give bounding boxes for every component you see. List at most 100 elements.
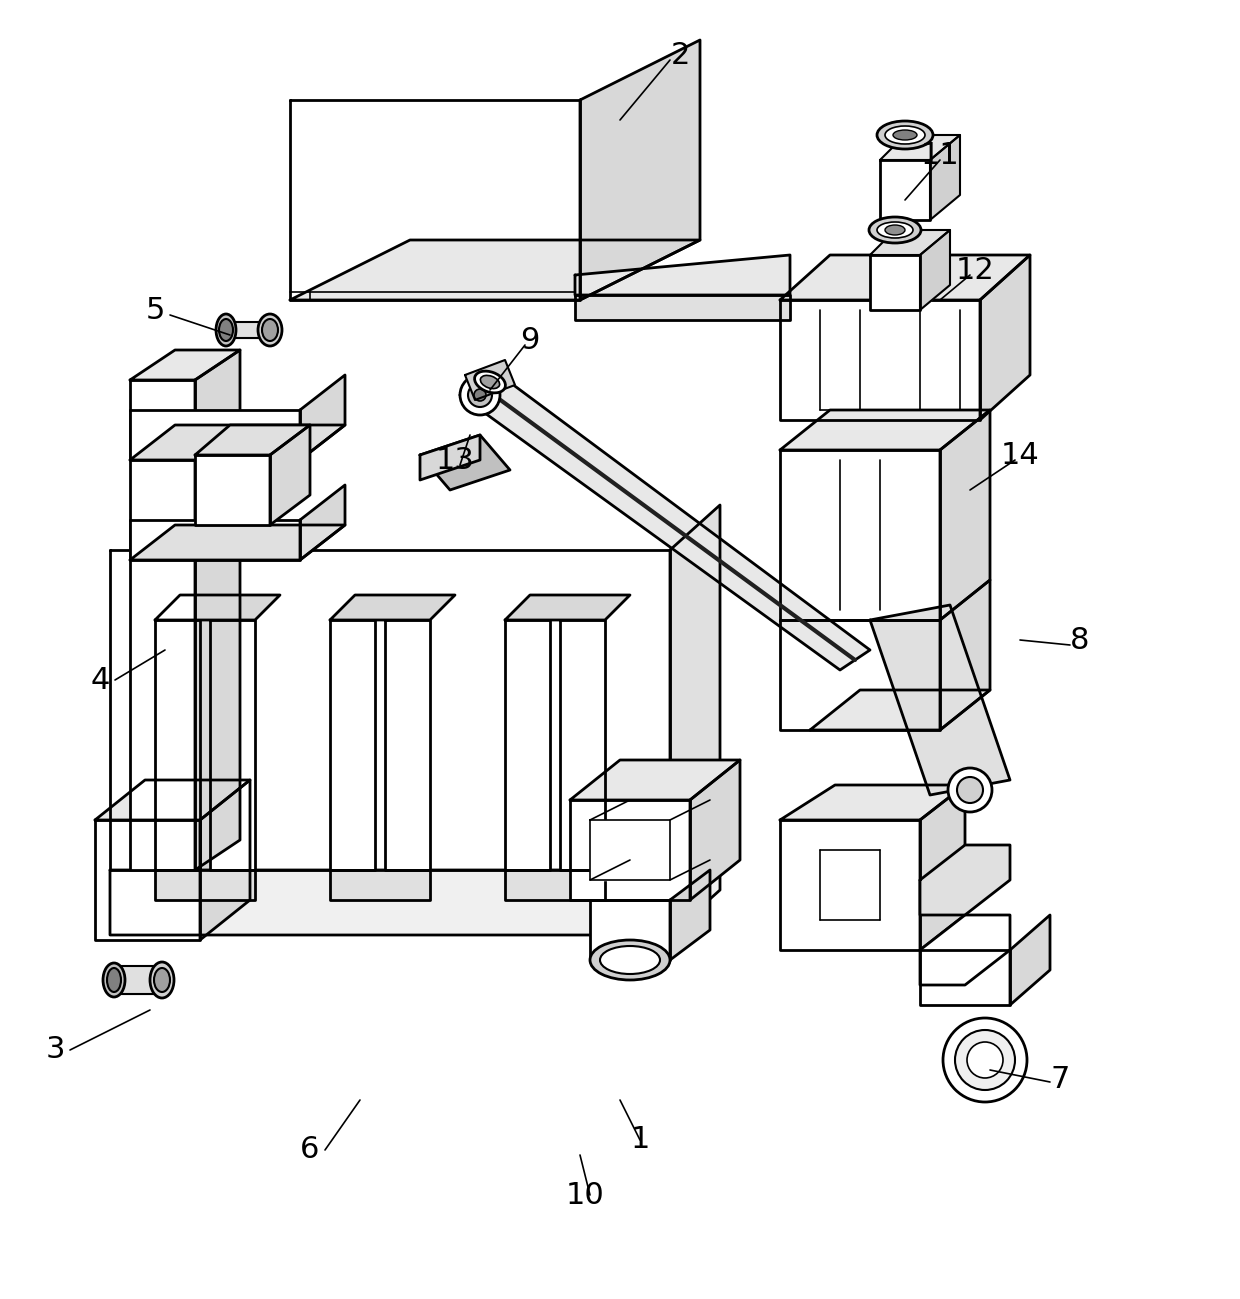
Ellipse shape (877, 121, 932, 149)
Polygon shape (930, 135, 960, 220)
Polygon shape (505, 620, 551, 870)
Polygon shape (920, 950, 1011, 1005)
Polygon shape (130, 410, 300, 460)
Ellipse shape (869, 217, 921, 243)
Polygon shape (870, 230, 950, 255)
Circle shape (467, 383, 492, 407)
Ellipse shape (877, 222, 913, 238)
Circle shape (949, 768, 992, 812)
Ellipse shape (480, 375, 500, 388)
Polygon shape (670, 870, 711, 960)
Ellipse shape (219, 320, 233, 342)
Polygon shape (300, 375, 345, 460)
Polygon shape (420, 435, 480, 481)
Ellipse shape (885, 126, 925, 144)
Polygon shape (940, 579, 990, 730)
Ellipse shape (885, 225, 905, 235)
Polygon shape (560, 620, 605, 870)
Text: 3: 3 (45, 1035, 64, 1064)
Polygon shape (130, 425, 345, 460)
Text: 7: 7 (1050, 1065, 1070, 1095)
Circle shape (942, 1018, 1027, 1102)
Polygon shape (330, 870, 430, 900)
Circle shape (955, 1030, 1016, 1090)
Polygon shape (110, 825, 720, 935)
Polygon shape (195, 455, 270, 525)
Polygon shape (226, 322, 270, 338)
Polygon shape (330, 595, 455, 620)
Polygon shape (870, 605, 1011, 795)
Text: 2: 2 (671, 40, 689, 70)
Text: 9: 9 (521, 326, 539, 355)
Polygon shape (460, 375, 870, 670)
Polygon shape (155, 620, 200, 870)
Polygon shape (130, 381, 195, 870)
Ellipse shape (154, 968, 170, 992)
Polygon shape (195, 349, 241, 870)
Text: 10: 10 (565, 1181, 604, 1209)
Polygon shape (870, 255, 920, 310)
Polygon shape (780, 820, 920, 950)
Polygon shape (155, 870, 255, 900)
Polygon shape (940, 410, 990, 620)
Polygon shape (780, 300, 980, 420)
Polygon shape (1011, 914, 1050, 1005)
Polygon shape (114, 966, 162, 994)
Polygon shape (780, 255, 1030, 300)
Ellipse shape (107, 968, 122, 992)
Polygon shape (575, 295, 790, 320)
Text: 8: 8 (1070, 626, 1090, 655)
Ellipse shape (258, 314, 281, 346)
Polygon shape (810, 690, 990, 730)
Polygon shape (570, 800, 689, 900)
Ellipse shape (216, 314, 236, 346)
Polygon shape (780, 449, 940, 620)
Text: 14: 14 (1001, 440, 1039, 469)
Ellipse shape (893, 130, 918, 140)
Polygon shape (780, 410, 990, 449)
Text: 11: 11 (920, 140, 960, 169)
Text: 13: 13 (435, 446, 475, 474)
Polygon shape (505, 870, 605, 900)
Text: 6: 6 (300, 1135, 320, 1164)
Text: 4: 4 (91, 665, 109, 695)
Polygon shape (920, 785, 965, 950)
Circle shape (460, 375, 500, 414)
Polygon shape (290, 100, 580, 300)
Circle shape (967, 1042, 1003, 1078)
Polygon shape (590, 820, 670, 879)
Polygon shape (195, 425, 310, 455)
Text: 1: 1 (630, 1125, 650, 1155)
Polygon shape (290, 240, 701, 300)
Polygon shape (420, 435, 510, 490)
Text: 12: 12 (956, 256, 994, 284)
Polygon shape (575, 255, 790, 295)
Polygon shape (270, 425, 310, 525)
Polygon shape (780, 785, 965, 820)
Polygon shape (330, 620, 374, 870)
Text: 5: 5 (145, 295, 165, 325)
Polygon shape (130, 520, 300, 560)
Polygon shape (110, 549, 670, 870)
Polygon shape (670, 505, 720, 870)
Polygon shape (880, 160, 930, 220)
Polygon shape (980, 255, 1030, 420)
Polygon shape (920, 914, 1011, 985)
Polygon shape (920, 846, 1011, 914)
Circle shape (957, 777, 983, 803)
Polygon shape (880, 135, 960, 160)
Polygon shape (384, 620, 430, 870)
Polygon shape (200, 779, 250, 940)
Polygon shape (570, 760, 740, 800)
Ellipse shape (590, 940, 670, 979)
Polygon shape (130, 525, 345, 560)
Polygon shape (130, 349, 241, 381)
Polygon shape (95, 820, 200, 940)
Ellipse shape (150, 963, 174, 998)
Polygon shape (920, 230, 950, 310)
Polygon shape (580, 40, 701, 300)
Polygon shape (505, 595, 630, 620)
Polygon shape (300, 485, 345, 560)
Polygon shape (95, 779, 250, 820)
Polygon shape (590, 900, 670, 960)
